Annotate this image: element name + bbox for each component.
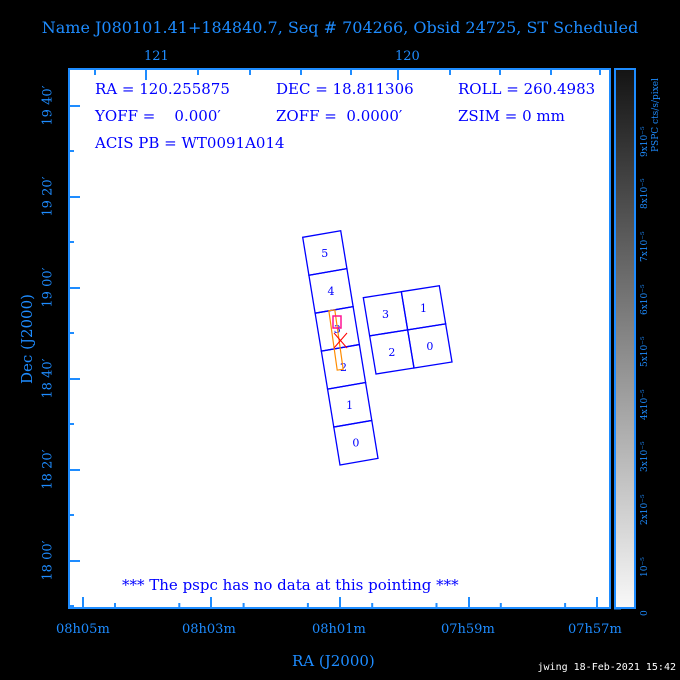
ra-label: 07h57m — [568, 622, 622, 637]
plot-title: Name J080101.41+184840.7, Seq # 704266, … — [41, 18, 639, 37]
top-ra-label-121: 121 — [144, 49, 169, 64]
chip-label: 1 — [346, 399, 353, 412]
ra-label: 08h05m — [56, 622, 110, 637]
acis-pb-value: ACIS PB = WT0091A014 — [95, 134, 285, 152]
dec-label: 18 20′ — [40, 449, 56, 490]
x-axis-label: RA (J2000) — [292, 652, 375, 670]
colorbar-tick-label: 4x10⁻⁵ — [640, 389, 650, 420]
colorbar-tick-label: 5x10⁻⁵ — [640, 336, 650, 368]
yoff-value: YOFF = 0.000′ — [95, 107, 221, 125]
chip-label: 0 — [352, 437, 359, 450]
sky-plot — [68, 68, 611, 609]
colorbar-tick-label: 9x10⁻⁵ — [640, 126, 650, 157]
dec-label: 18 00′ — [40, 540, 56, 581]
dec-label: 18 40′ — [40, 358, 56, 399]
ra-label: 08h01m — [312, 622, 366, 637]
colorbar — [614, 68, 636, 609]
acis-s-chip — [333, 419, 379, 466]
chip-label: 0 — [426, 340, 433, 353]
top-ra-label-120: 120 — [395, 49, 420, 64]
colorbar-tick-label: 8x10⁻⁵ — [640, 178, 650, 210]
dec-label: 19 40′ — [40, 85, 56, 126]
dec-label: 19 20′ — [40, 176, 56, 217]
acis-i-chip — [406, 323, 453, 369]
dec-label: 19 00′ — [40, 267, 56, 308]
roll-value: ROLL = 260.4983 — [458, 80, 596, 98]
target-marker-pink — [332, 315, 342, 329]
colorbar-title: PSPC cts/s/pixel — [651, 78, 661, 152]
colorbar-tick-label: 3x10⁻⁵ — [640, 441, 650, 473]
footer-credit: jwing 18-Feb-2021 15:42 — [537, 662, 676, 673]
ra-label: 08h03m — [182, 622, 236, 637]
colorbar-tick-label: 0 — [640, 610, 650, 616]
ra-label: 07h59m — [441, 622, 495, 637]
ra-value: RA = 120.255875 — [95, 80, 230, 98]
dec-value: DEC = 18.811306 — [276, 80, 414, 98]
chip-label: 1 — [420, 302, 427, 315]
chip-label: 2 — [388, 346, 395, 359]
chip-label: 3 — [382, 308, 389, 321]
colorbar-tick-label: 6x10⁻⁵ — [640, 283, 650, 315]
colorbar-tick-label: 2x10⁻⁵ — [640, 494, 650, 525]
target-x-icon — [333, 332, 348, 349]
colorbar-tick-label: 10⁻⁵ — [640, 557, 650, 578]
zoff-value: ZOFF = 0.0000′ — [276, 107, 403, 125]
colorbar-tick-label: 7x10⁻⁵ — [640, 231, 650, 262]
zsim-value: ZSIM = 0 mm — [458, 107, 565, 125]
chip-label: 5 — [321, 247, 328, 260]
y-axis-label: Dec (J2000) — [17, 294, 36, 384]
target-marker-box — [328, 309, 344, 371]
no-data-message: *** The pspc has no data at this pointin… — [122, 576, 459, 594]
chip-label: 4 — [328, 285, 335, 298]
